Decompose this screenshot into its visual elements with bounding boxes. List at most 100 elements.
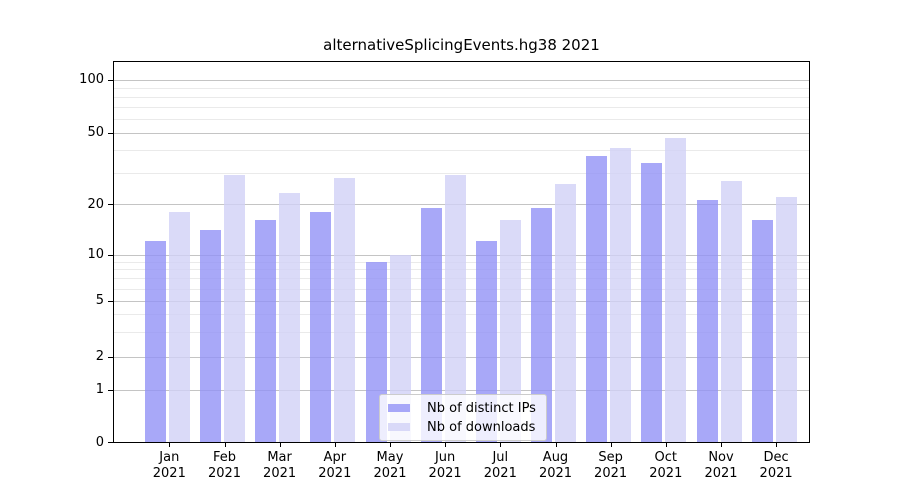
x-axis-label-year: 2021 [428,466,462,481]
y-axis-tick-mark-100 [108,79,113,81]
legend-label-distinct-ips: Nb of distinct IPs [427,400,536,416]
x-axis-label-month: Jun [434,450,456,465]
bar-jul-downloads [499,220,521,442]
x-axis-label-aug: Aug 2021 [528,450,584,482]
x-axis-label-year: 2021 [538,466,573,481]
legend-row-distinct-ips: Nb of distinct IPs [388,399,536,417]
x-axis-tick-mark-oct [665,443,667,447]
x-axis-tick-mark-jan [169,443,171,447]
y-axis-tick-mark-1 [108,389,113,391]
x-axis-label-month: Aug [542,450,569,465]
x-axis-tick-mark-sep [610,443,612,447]
bar-nov-distinct-ips [696,200,718,442]
gridline-major-50 [114,132,809,134]
x-axis-label-sep: Sep 2021 [583,450,639,482]
x-axis-tick-mark-jun [445,443,447,447]
y-axis-tick-mark-0 [108,442,113,443]
y-axis-tick-label-10: 10 [87,247,104,262]
x-axis-label-year: 2021 [263,466,297,481]
x-axis-label-oct: Oct 2021 [638,450,694,482]
gridline-minor-60 [114,118,809,120]
x-axis-label-nov: Nov 2021 [693,450,749,482]
legend-swatch-downloads [388,423,410,431]
x-axis-tick-mark-aug [555,443,557,447]
x-axis-label-year: 2021 [318,466,352,481]
bar-jun-downloads [444,175,466,442]
legend-label-downloads: Nb of downloads [427,419,536,435]
x-axis-label-dec: Dec 2021 [748,450,804,482]
bar-aug-distinct-ips [531,208,552,442]
y-axis-tick-label-1: 1 [95,382,104,398]
bar-dec-downloads [775,196,797,442]
bar-mar-distinct-ips [255,220,277,442]
y-axis-tick-label-20: 20 [87,196,104,212]
y-axis-tick-label-5: 5 [95,293,104,309]
x-axis-label-year: 2021 [594,466,628,481]
x-axis-label-jan: Jan 2021 [141,450,197,482]
x-axis-label-apr: Apr 2021 [307,450,363,482]
x-axis-label-month: Apr [323,450,347,465]
x-axis-label-month: Jul [492,450,509,465]
bar-nov-downloads [720,180,742,442]
x-axis-label-month: Oct [654,450,678,465]
legend-swatch-distinct-ips [388,404,410,412]
y-axis-tick-label-0: 0 [95,434,104,450]
x-axis-label-year: 2021 [373,466,407,481]
y-axis-tick-mark-10 [108,254,113,256]
x-axis-tick-mark-mar [279,443,281,447]
x-axis-tick-mark-feb [224,443,226,447]
bar-feb-downloads [224,175,245,442]
plot-area: Nb of distinct IPs Nb of downloads [113,61,810,443]
bar-sep-downloads [610,148,632,442]
x-axis-tick-mark-jul [500,443,502,447]
gridline-minor-80 [114,96,809,98]
legend: Nb of distinct IPs Nb of downloads [379,394,547,441]
bar-jun-distinct-ips [420,208,442,442]
x-axis-label-month: Jan [159,450,180,465]
gridline-minor-70 [114,107,809,108]
bar-dec-distinct-ips [751,220,773,442]
x-axis-label-year: 2021 [649,466,683,481]
x-axis-label-feb: Feb 2021 [197,450,253,482]
legend-row-downloads: Nb of downloads [388,418,536,436]
x-axis-label-year: 2021 [704,466,738,481]
y-axis-tick-mark-20 [108,204,113,206]
bar-jan-distinct-ips [144,241,166,442]
bar-jan-downloads [168,211,190,442]
x-axis-label-month: Dec [763,450,789,465]
bar-jul-distinct-ips [475,241,497,442]
x-axis-label-year: 2021 [483,466,517,481]
x-axis-label-jul: Jul 2021 [472,450,528,482]
x-axis-label-year: 2021 [152,466,186,481]
bar-apr-distinct-ips [310,211,332,442]
bar-apr-downloads [334,177,356,442]
x-axis-label-month: Feb [212,450,237,465]
x-axis-label-month: May [376,450,404,465]
y-axis-tick-label-100: 100 [79,72,104,88]
x-axis-tick-mark-nov [721,443,722,447]
gridline-minor-40 [114,150,809,152]
bar-feb-distinct-ips [200,230,221,442]
x-axis-label-year: 2021 [759,466,793,481]
y-axis-tick-mark-2 [108,356,113,358]
x-axis-tick-mark-dec [776,443,778,447]
x-axis-label-jun: Jun 2021 [417,450,473,482]
bar-sep-distinct-ips [586,156,608,442]
x-axis-tick-mark-apr [334,443,336,447]
y-axis-tick-label-2: 2 [95,349,104,364]
bar-aug-downloads [555,183,576,442]
bar-oct-distinct-ips [641,162,663,442]
y-axis-tick-label-50: 50 [87,125,104,141]
x-axis-label-mar: Mar 2021 [252,450,308,482]
chart-title: alternativeSplicingEvents.hg38 2021 [323,36,600,54]
x-axis-label-month: Sep [598,450,623,465]
gridline-major-100 [114,79,809,81]
y-axis-tick-mark-50 [108,132,113,134]
x-axis-label-month: Nov [708,450,734,465]
x-axis-tick-mark-may [390,443,391,447]
gridline-minor-90 [114,87,809,89]
bar-mar-downloads [279,193,301,442]
y-axis-tick-mark-5 [108,300,113,302]
gridline-minor-30 [114,172,809,174]
